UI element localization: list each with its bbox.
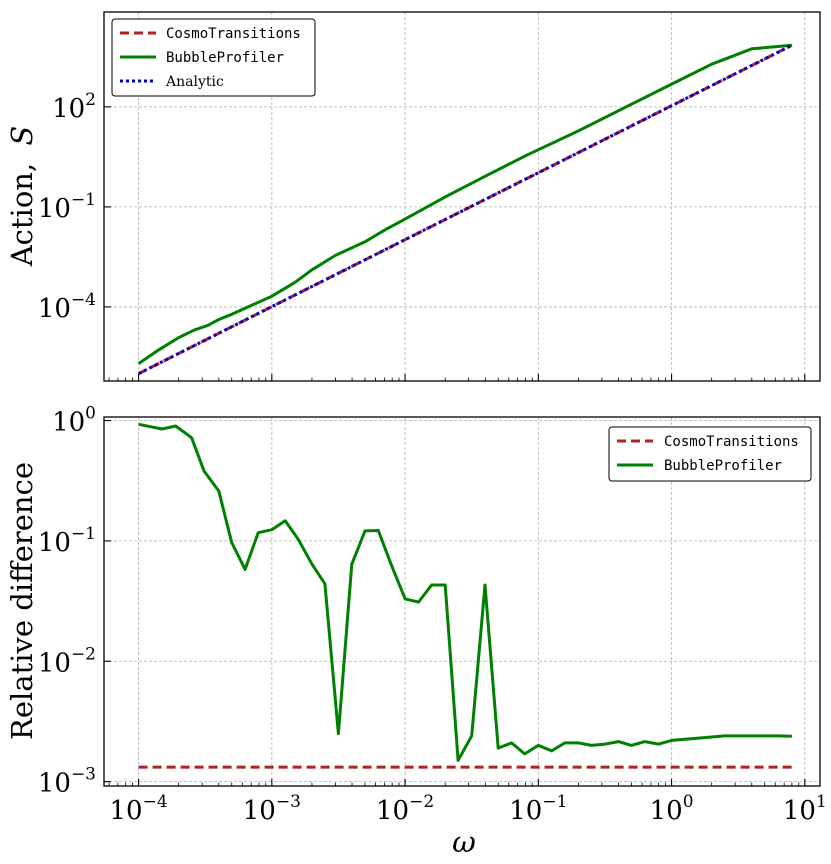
bottom-xtick-label-exp: 0: [683, 792, 694, 812]
top-legend: CosmoTransitions BubbleProfiler Analytic: [111, 18, 316, 97]
bottom-xtick-label-2: 10−2: [376, 792, 434, 826]
bottom-ytick-label-2: 10−1: [38, 524, 96, 558]
bottom-ytick-label-exp: 0: [85, 404, 96, 424]
bottom-ytick-label-1: 10−2: [38, 644, 96, 678]
bottom-series: [138, 422, 792, 769]
bottom-y-axis-title: Relative difference: [5, 462, 39, 740]
top-ytick-label-exp: 2: [85, 90, 96, 110]
top-plot-frame: [103, 11, 821, 382]
bottom-xtick-label-base: 10: [110, 796, 143, 826]
top-y-axis-title: Action, S: [5, 126, 39, 268]
bottom-xtick-label-5: 101: [783, 792, 827, 826]
bottom-x-tick-labels: 10−4 10−3 10−2 10−1 100 101: [110, 792, 827, 826]
bottom-ytick-label-base: 10: [38, 648, 71, 678]
bottom-xtick-label-exp: −1: [542, 792, 567, 812]
bottom-ytick-label-base: 10: [38, 528, 71, 558]
top-ytick-label-1: 10−1: [38, 190, 96, 224]
bottom-series-BubbleProfiler: [138, 422, 792, 762]
bottom-xtick-label-base: 10: [783, 796, 816, 826]
bottom-xtick-label-1: 10−3: [243, 792, 301, 826]
top-ytick-label-base: 10: [38, 194, 71, 224]
top-ytick-label-0: 10−4: [38, 290, 96, 324]
bottom-xtick-label-base: 10: [509, 796, 542, 826]
top-ytick-label-exp: −4: [71, 290, 96, 310]
top-ytick-label-2: 102: [52, 90, 96, 124]
top-legend-label-analytic: Analytic: [165, 74, 224, 90]
top-series-Analytic: [137, 43, 793, 375]
bottom-xtick-label-4: 100: [650, 792, 694, 826]
top-ytick-label-base: 10: [52, 94, 85, 124]
bottom-xtick-label-exp: 1: [816, 792, 827, 812]
bottom-ytick-label-exp: −2: [71, 644, 96, 664]
bottom-ytick-label-base: 10: [38, 769, 71, 799]
top-legend-label-bubble: BubbleProfiler: [166, 50, 284, 66]
bottom-legend: CosmoTransitions BubbleProfiler: [608, 426, 812, 482]
bottom-xtick-label-exp: −2: [409, 792, 434, 812]
top-series-BubbleProfiler: [137, 43, 793, 365]
top-legend-label-cosmo: CosmoTransitions: [166, 26, 301, 42]
bottom-legend-label-cosmo: CosmoTransitions: [664, 434, 799, 450]
bottom-xtick-label-base: 10: [243, 796, 276, 826]
top-y-axis-title-symbol: S: [5, 126, 39, 146]
top-ytick-label-exp: −1: [71, 190, 96, 210]
top-y-axis-title-main: Action,: [5, 163, 39, 267]
bottom-xtick-label-exp: −3: [276, 792, 301, 812]
bottom-ytick-label-exp: −3: [71, 765, 96, 785]
bottom-ytick-label-3: 100: [52, 404, 96, 438]
bottom-x-axis-title: ω: [452, 825, 476, 859]
top-legend-box: [111, 18, 316, 97]
bottom-plot-frame: [103, 416, 821, 787]
top-series-CosmoTransitions: [137, 43, 793, 375]
bottom-xtick-label-base: 10: [650, 796, 683, 826]
bottom-ytick-label-0: 10−3: [38, 765, 96, 799]
top-ytick-label-base: 10: [38, 294, 71, 324]
bottom-xtick-label-3: 10−1: [509, 792, 567, 826]
bottom-legend-box: [608, 426, 812, 482]
bottom-legend-label-bubble: BubbleProfiler: [664, 458, 782, 474]
bottom-ytick-label-base: 10: [52, 408, 85, 438]
bottom-xtick-label-exp: −4: [143, 792, 168, 812]
bottom-ytick-label-exp: −1: [71, 524, 96, 544]
top-series: [137, 43, 793, 375]
bottom-xtick-label-base: 10: [376, 796, 409, 826]
bottom-xtick-label-0: 10−4: [110, 792, 168, 826]
